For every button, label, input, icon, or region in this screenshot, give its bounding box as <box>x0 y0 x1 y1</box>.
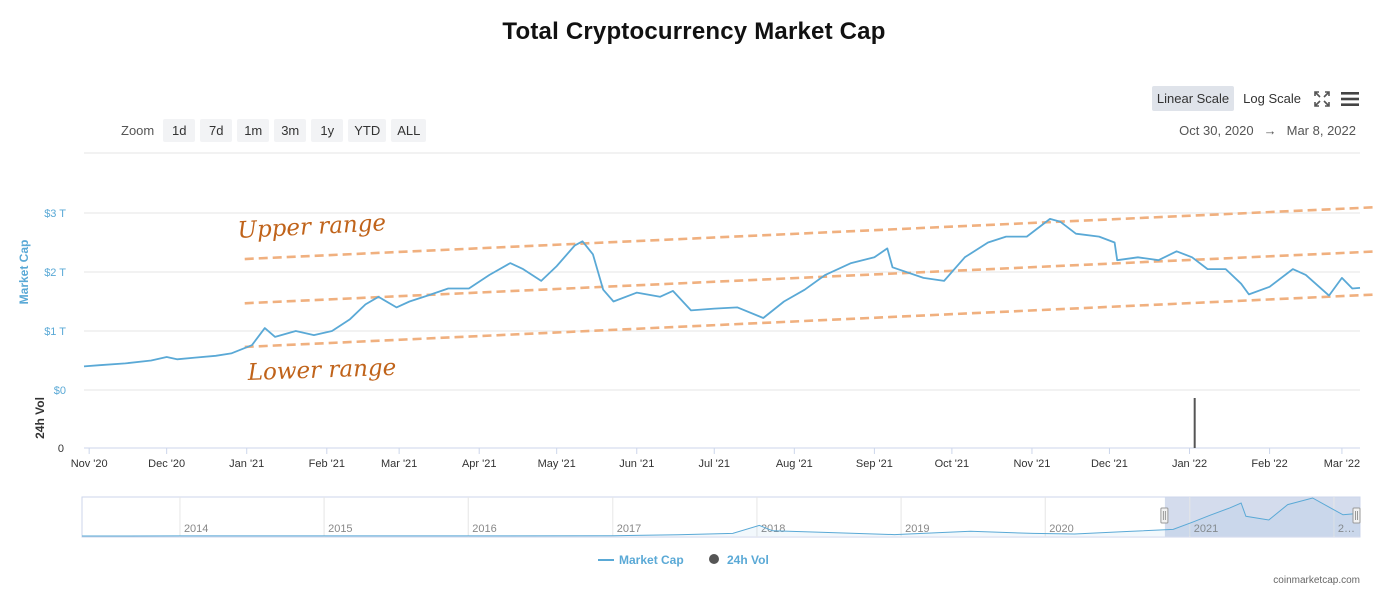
grid-lines <box>84 152 1360 449</box>
x-tick-label: Sep '21 <box>856 458 893 470</box>
x-tick-label: Nov '20 <box>71 458 108 470</box>
channel-line <box>244 250 1375 305</box>
legend: Market Cap 24h Vol <box>598 553 769 567</box>
zoom-1d-button[interactable]: 1d <box>163 119 196 142</box>
y-tick-label: $1 T <box>44 326 66 338</box>
x-tick-label: Apr '21 <box>462 458 497 470</box>
x-tick-label: Nov '21 <box>1013 458 1050 470</box>
volume-bar <box>1193 398 1196 448</box>
zoom-1m-button[interactable]: 1m <box>237 119 270 142</box>
navigator-year-label: 2020 <box>1049 523 1073 535</box>
navigator-year-label: 2018 <box>761 523 785 535</box>
x-tick-label: Mar '22 <box>1324 458 1360 470</box>
zoom-ytd-button[interactable]: YTD <box>348 119 387 142</box>
vol-axis-label: 24h Vol <box>33 397 47 439</box>
x-tick-label: Feb '22 <box>1251 458 1287 470</box>
legend-vol-swatch <box>709 554 719 564</box>
hamburger-menu-icon[interactable] <box>1338 87 1362 111</box>
x-tick-label: Jan '22 <box>1172 458 1207 470</box>
x-tick-label: May '21 <box>538 458 576 470</box>
navigator-handle[interactable] <box>1352 507 1361 524</box>
navigator-year-label: 2015 <box>328 523 352 535</box>
navigator-year-label: 2016 <box>472 523 496 535</box>
legend-market-cap[interactable]: Market Cap <box>619 553 684 567</box>
upper-range-annotation: Upper range <box>237 210 387 244</box>
date-range-arrow: → <box>1263 123 1277 138</box>
navigator-year-label: 2014 <box>184 523 208 535</box>
navigator[interactable]: 2014 2015 2016 2017 2018 2019 2020 2021 2… <box>81 496 1361 538</box>
x-tick-label: Feb '21 <box>309 458 345 470</box>
navigator-series-line <box>81 497 1361 537</box>
y-tick-label: $0 <box>54 385 66 397</box>
date-range-from[interactable]: Oct 30, 2020 <box>1179 123 1254 138</box>
x-tick-label: Jan '21 <box>229 458 264 470</box>
zoom-7d-button[interactable]: 7d <box>200 119 233 142</box>
x-tick-label: Jul '21 <box>699 458 730 470</box>
chart-title: Total Cryptocurrency Market Cap <box>502 18 886 45</box>
volume-bars <box>1193 398 1196 448</box>
navigator-handle[interactable] <box>1160 507 1169 524</box>
date-range-to[interactable]: Mar 8, 2022 <box>1286 123 1356 138</box>
navigator-year-label: 2019 <box>905 523 929 535</box>
x-tick-label: Jun '21 <box>619 458 654 470</box>
y-axis-label: Market Cap <box>17 240 31 305</box>
navigator-selection[interactable] <box>1164 497 1360 537</box>
channel-line <box>244 205 1375 261</box>
log-scale-button[interactable]: Log Scale <box>1243 91 1301 106</box>
zoom-all-button[interactable]: ALL <box>391 119 427 142</box>
navigator-area <box>82 498 1360 536</box>
fullscreen-icon[interactable] <box>1310 87 1334 111</box>
lower-range-annotation: Lower range <box>246 355 396 386</box>
navigator-year-label: 2021 <box>1194 523 1218 535</box>
navigator-year-label: 2017 <box>617 523 641 535</box>
channel-line <box>244 293 1375 349</box>
linear-scale-button[interactable]: Linear Scale <box>1151 86 1235 111</box>
zoom-bar: Zoom 1d 7d 1m 3m 1y YTD ALL <box>121 119 427 142</box>
scale-toolbar: Linear Scale Log Scale <box>1151 86 1362 111</box>
zoom-1y-button[interactable]: 1y <box>311 119 344 142</box>
y-axis: $0 $1 T $2 T $3 T 0 <box>44 208 66 455</box>
zoom-label: Zoom <box>121 123 155 138</box>
y-tick-label: $3 T <box>44 208 66 220</box>
navigator-year-label: 2… <box>1338 523 1355 535</box>
x-tick-label: Mar '21 <box>381 458 417 470</box>
x-tick-label: Oct '21 <box>935 458 970 470</box>
x-tick-label: Dec '21 <box>1091 458 1128 470</box>
y-tick-label: $2 T <box>44 267 66 279</box>
x-tick-label: Aug '21 <box>776 458 813 470</box>
date-range: Oct 30, 2020 → Mar 8, 2022 <box>1179 123 1356 138</box>
market-cap-line <box>83 218 1361 368</box>
credit-link[interactable]: coinmarketcap.com <box>1273 575 1360 586</box>
legend-vol[interactable]: 24h Vol <box>727 553 769 567</box>
zoom-3m-button[interactable]: 3m <box>274 119 307 142</box>
x-tick-label: Dec '20 <box>148 458 185 470</box>
x-axis: Nov '20 Dec '20 Jan '21 Feb '21 Mar '21 Apr '… <box>71 448 1360 470</box>
vol-tick-label: 0 <box>58 443 64 455</box>
range-channel-lines <box>244 205 1375 349</box>
